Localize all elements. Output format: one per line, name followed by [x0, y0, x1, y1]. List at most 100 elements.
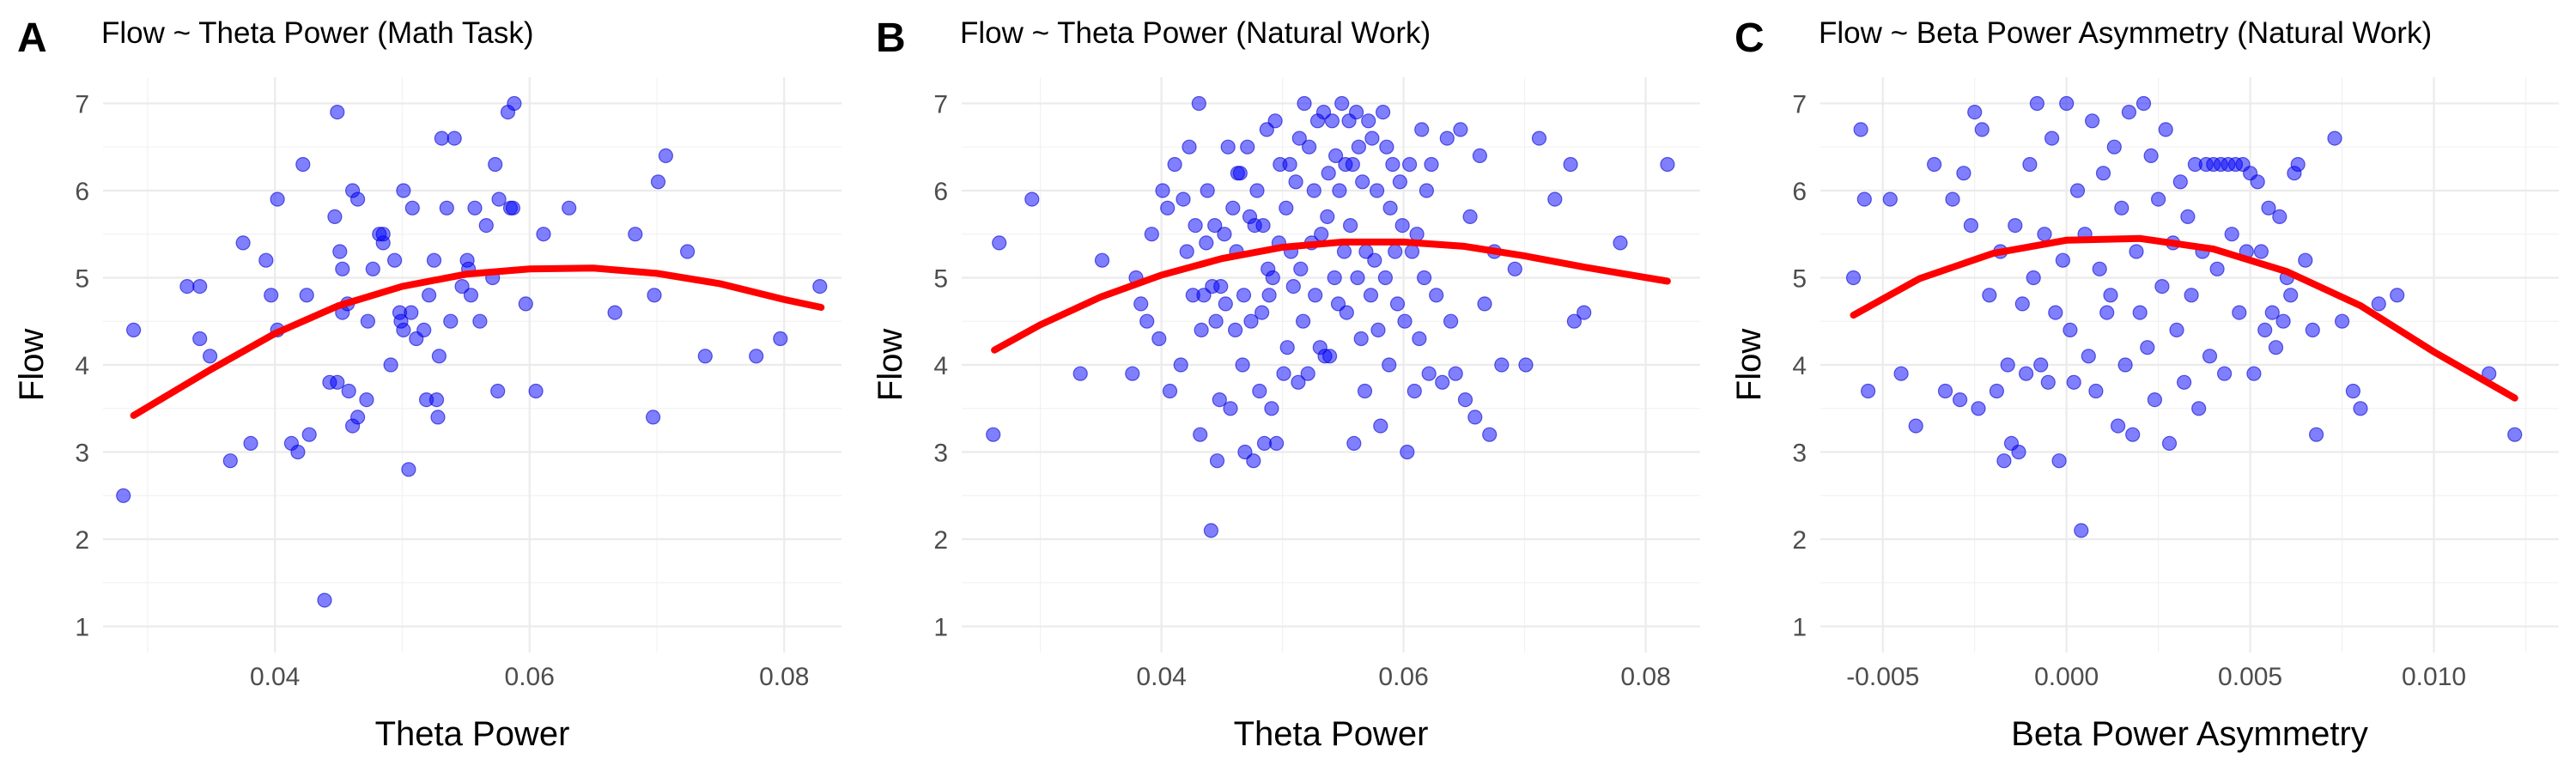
y-tick-label: 7 [75, 90, 89, 118]
y-tick-label: 5 [75, 264, 89, 293]
scatter-point [1388, 244, 1403, 259]
scatter-point [2184, 288, 2199, 303]
scatter-point [1412, 331, 1427, 347]
scatter-point [1179, 244, 1194, 259]
y-axis-title: Flow [13, 329, 51, 402]
scatter-point [488, 156, 503, 173]
scatter-point [1193, 427, 1208, 442]
scatter-point [299, 288, 314, 303]
scatter-point [2055, 252, 2070, 268]
scatter-point [2275, 313, 2291, 329]
scatter-point [1457, 392, 1473, 408]
scatter-point [1285, 279, 1301, 294]
scatter-point [992, 235, 1007, 251]
y-tick-label: 3 [1792, 440, 1807, 468]
x-tick-label: 0.010 [2402, 663, 2466, 691]
scatter-point [1332, 183, 1347, 198]
scatter-point [1507, 261, 1522, 276]
scatter-point [2111, 418, 2126, 434]
x-axis-title: Theta Power [1234, 715, 1429, 753]
scatter-point [658, 148, 674, 163]
scatter-point [365, 261, 380, 276]
y-tick-label: 4 [1792, 352, 1807, 380]
scatter-point [2040, 374, 2056, 390]
scatter-point [2014, 296, 2030, 312]
scatter-point [1996, 453, 2012, 469]
scatter-point [1293, 261, 1309, 276]
scatter-point [350, 410, 366, 425]
scatter-point [387, 252, 403, 268]
scatter-point [2246, 366, 2262, 381]
scatter-point [2140, 340, 2155, 355]
scatter-point [472, 313, 488, 329]
chart-title: Flow ~ Theta Power (Math Task) [101, 16, 533, 50]
scatter-point [478, 218, 494, 234]
scatter-point [1385, 156, 1400, 173]
scatter-point [1373, 418, 1388, 434]
scatter-point [1094, 252, 1110, 268]
scatter-point [1200, 183, 1215, 198]
scatter-point [1377, 270, 1394, 286]
scatter-point [1301, 139, 1317, 155]
scatter-point [986, 427, 1001, 442]
scatter-point [2081, 349, 2096, 364]
scatter-point [1327, 270, 1342, 286]
scatter-point [1173, 357, 1188, 373]
scatter-point [1300, 366, 1315, 381]
scatter-point [1397, 313, 1413, 329]
y-tick-label: 7 [1792, 90, 1807, 118]
scatter-point [2268, 340, 2284, 355]
scatter-point [1443, 313, 1459, 329]
scatter-point [404, 305, 419, 320]
scatter-point [1208, 313, 1224, 329]
scatter-point [1336, 244, 1352, 259]
scatter-point [426, 252, 442, 268]
scatter-point [1908, 418, 1923, 434]
scatter-point [1856, 191, 1872, 207]
x-tick-label: 0.06 [505, 663, 555, 691]
scatter-point [1279, 340, 1295, 355]
scatter-point [1389, 296, 1406, 312]
scatter-point [1255, 218, 1271, 234]
scatter-point [1176, 191, 1191, 207]
scatter-point [235, 235, 251, 251]
scatter-point [2217, 366, 2233, 381]
scatter-point [416, 322, 432, 337]
scatter-point [1547, 191, 1563, 207]
scatter-point [179, 279, 195, 294]
scatter-point [222, 453, 238, 469]
gridlines [103, 77, 841, 653]
scatter-point [1416, 270, 1432, 286]
scatter-point [2177, 374, 2192, 390]
scatter-point [2143, 148, 2159, 163]
scatter-point [264, 288, 279, 303]
y-tick-label: 4 [933, 352, 948, 380]
scatter-point [1400, 444, 1415, 460]
scatter-point [2088, 383, 2104, 399]
scatter-point [1249, 183, 1265, 198]
scatter-point [2066, 374, 2081, 390]
scatter-point [1424, 156, 1439, 173]
scatter-point [1350, 270, 1365, 286]
scatter-point [1937, 383, 1953, 399]
scatter-point [1346, 435, 1362, 452]
scatter-point [463, 288, 479, 303]
scatter-point [192, 279, 208, 294]
scatter-point [1357, 383, 1373, 399]
scatter-point [628, 227, 643, 242]
scatter-point [1989, 383, 2004, 399]
scatter-point [396, 322, 411, 337]
scatter-point [1342, 218, 1358, 234]
scatter-point [360, 313, 375, 329]
scatter-point [2044, 131, 2060, 146]
panel-a: 1 2 3 4 5 6 7 0.04 0.06 0.08 Theta Power Flow A Flow … [13, 15, 841, 753]
scatter-points [986, 95, 1675, 538]
scatter-point [2272, 209, 2287, 224]
scatter-point [2029, 95, 2044, 112]
scatter-point [439, 200, 454, 215]
scatter-point [396, 183, 411, 198]
x-tick-label: 0.04 [250, 663, 300, 691]
y-tick-label: 6 [1792, 178, 1807, 206]
scatter-point [1494, 357, 1510, 373]
x-axis-title: Theta Power [375, 715, 570, 753]
